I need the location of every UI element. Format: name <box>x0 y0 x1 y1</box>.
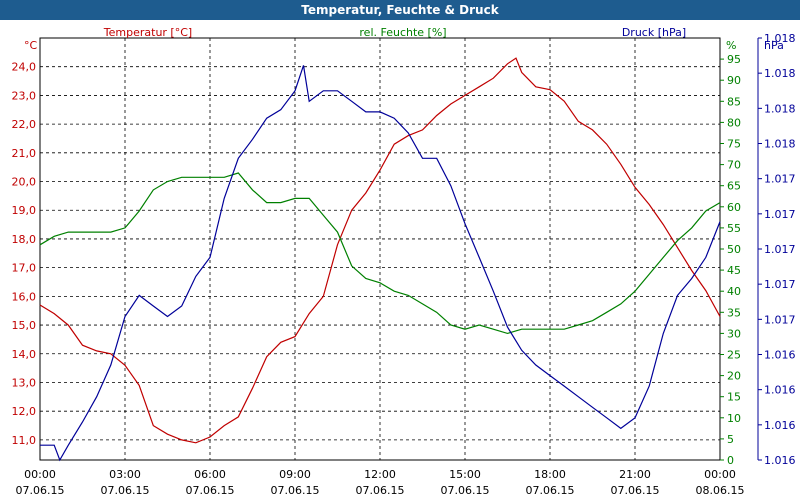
temperature-tick-label: 12,0 <box>12 405 37 418</box>
humidity-tick-label: 5 <box>727 433 734 446</box>
pressure-series-line <box>40 65 721 462</box>
chart: 00:00 07.06.15 03:00 07.06.15 06:00 07.06.15 0… <box>12 26 796 497</box>
humidity-tick-label: 45 <box>727 264 741 277</box>
temperature-tick-label: 18,0 <box>12 233 37 246</box>
temperature-tick-label: 14,0 <box>12 348 37 361</box>
x-tick-date: 07.06.15 <box>101 484 150 497</box>
temperature-series-line <box>39 57 721 444</box>
humidity-tick-label: 55 <box>727 222 741 235</box>
temperature-tick-label: 24,0 <box>12 61 37 74</box>
humidity-tick-label: 70 <box>727 159 741 172</box>
x-tick-time: 00:00 <box>24 468 56 481</box>
humidity-tick-label: 60 <box>727 201 741 214</box>
humidity-tick-label: 40 <box>727 285 741 298</box>
humidity-tick-label: 65 <box>727 180 741 193</box>
x-tick-time: 00:00 <box>704 468 736 481</box>
temperature-tick-label: 20,0 <box>12 176 37 189</box>
temperature-tick-label: 21,0 <box>12 147 37 160</box>
humidity-tick-label: 50 <box>727 243 741 256</box>
temperature-tick-label: 16,0 <box>12 290 37 303</box>
pressure-tick-label: 1.018 <box>764 138 796 151</box>
x-tick-time: 06:00 <box>194 468 226 481</box>
humidity-tick-label: 90 <box>727 74 741 87</box>
x-tick-date: 07.06.15 <box>526 484 575 497</box>
temperature-tick-label: 23,0 <box>12 89 37 102</box>
x-tick-date: 07.06.15 <box>356 484 405 497</box>
x-tick-date: 07.06.15 <box>271 484 320 497</box>
temperature-unit: °C <box>24 39 38 52</box>
x-tick-date: 07.06.15 <box>186 484 235 497</box>
x-tick-time: 12:00 <box>364 468 396 481</box>
temperature-tick-label: 13,0 <box>12 376 37 389</box>
x-tick-date: 07.06.15 <box>611 484 660 497</box>
x-tick-time: 21:00 <box>619 468 651 481</box>
pressure-tick-label: 1.017 <box>764 173 796 186</box>
pressure-axis-label: Druck [hPa] <box>622 26 686 39</box>
x-tick-time: 09:00 <box>279 468 311 481</box>
x-tick-date: 07.06.15 <box>16 484 65 497</box>
pressure-tick-label: 1.017 <box>764 313 796 326</box>
humidity-tick-label: 85 <box>727 95 741 108</box>
humidity-tick-label: 75 <box>727 138 741 151</box>
x-tick-date: 08.06.15 <box>696 484 745 497</box>
humidity-tick-label: 20 <box>727 370 741 383</box>
humidity-series-line <box>39 172 721 335</box>
pressure-tick-label: 1.017 <box>764 208 796 221</box>
humidity-tick-label: 0 <box>727 454 734 467</box>
humidity-unit: % <box>726 39 736 52</box>
temperature-tick-label: 22,0 <box>12 118 37 131</box>
pressure-tick-label: 1.018 <box>764 67 796 80</box>
humidity-tick-label: 15 <box>727 391 741 404</box>
temperature-tick-label: 17,0 <box>12 262 37 275</box>
humidity-tick-label: 25 <box>727 349 741 362</box>
pressure-tick-label: 1.017 <box>764 278 796 291</box>
pressure-tick-label: 1.018 <box>764 32 796 45</box>
pressure-tick-label: 1.018 <box>764 102 796 115</box>
x-tick-date: 07.06.15 <box>441 484 490 497</box>
humidity-tick-label: 35 <box>727 306 741 319</box>
pressure-unit: hPa <box>764 39 784 52</box>
temperature-tick-label: 11,0 <box>12 434 37 447</box>
pressure-tick-label: 1.016 <box>764 349 796 362</box>
pressure-tick-label: 1.017 <box>764 243 796 256</box>
x-tick-time: 18:00 <box>534 468 566 481</box>
humidity-axis-label: rel. Feuchte [%] <box>359 26 446 39</box>
temperature-axis-label: Temperatur [°C] <box>103 26 192 39</box>
pressure-tick-label: 1.016 <box>764 419 796 432</box>
series-lines <box>39 57 721 462</box>
temperature-tick-label: 15,0 <box>12 319 37 332</box>
chart-title: Temperatur, Feuchte & Druck <box>0 0 800 20</box>
temperature-tick-label: 19,0 <box>12 204 37 217</box>
humidity-tick-label: 10 <box>727 412 741 425</box>
axes <box>720 37 762 461</box>
humidity-tick-label: 30 <box>727 327 741 340</box>
humidity-tick-label: 95 <box>727 53 741 66</box>
x-tick-time: 03:00 <box>109 468 141 481</box>
gridlines <box>39 37 721 461</box>
x-tick-time: 15:00 <box>449 468 481 481</box>
pressure-tick-label: 1.016 <box>764 384 796 397</box>
pressure-tick-label: 1.016 <box>764 454 796 467</box>
humidity-tick-label: 80 <box>727 116 741 129</box>
labels: 00:00 07.06.15 03:00 07.06.15 06:00 07.06.15 0… <box>12 26 796 497</box>
